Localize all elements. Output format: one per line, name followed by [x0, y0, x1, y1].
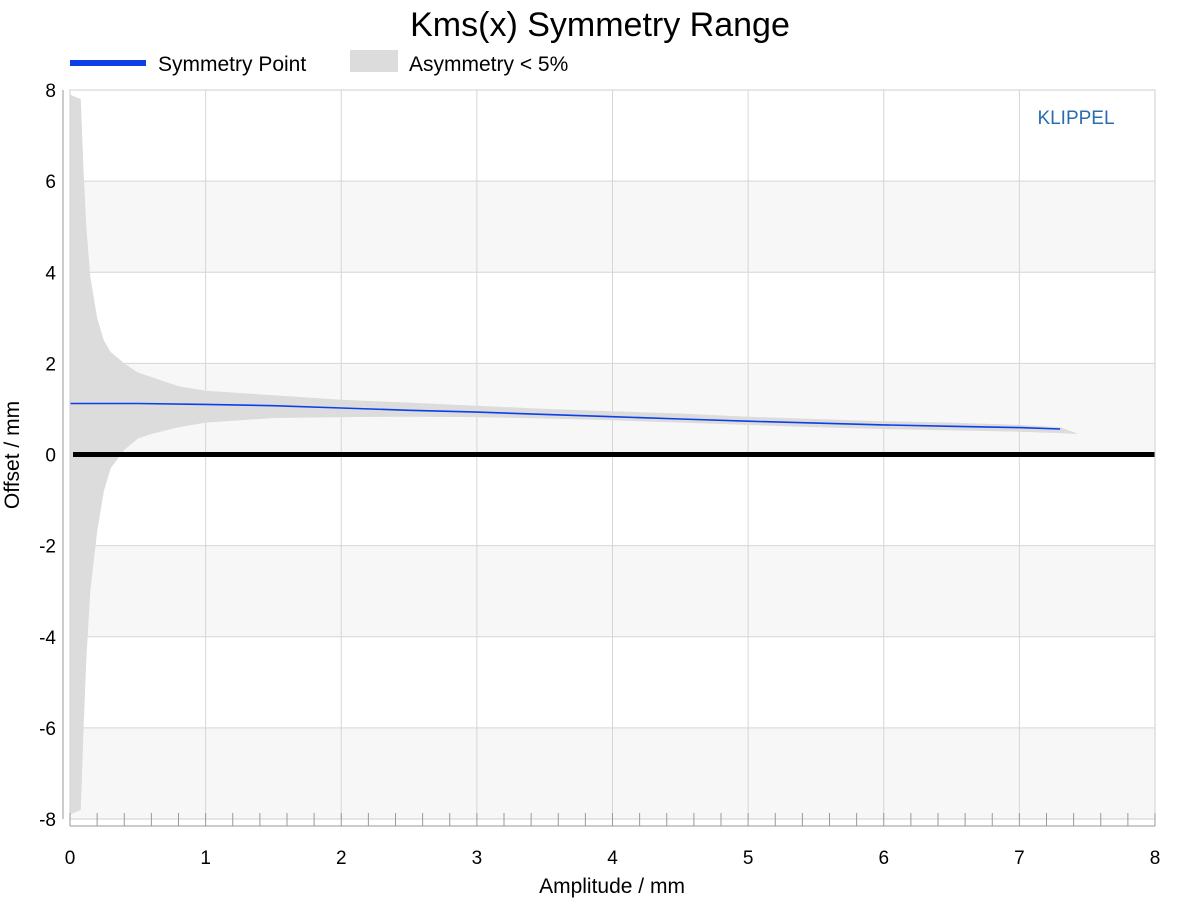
x-tick-label: 4: [607, 848, 618, 869]
x-tick-label: 6: [878, 848, 889, 869]
x-tick-label: 2: [336, 848, 347, 869]
x-tick-label: 8: [1150, 848, 1161, 869]
chart-title: Kms(x) Symmetry Range: [410, 6, 790, 44]
symmetry-point-line: [70, 402, 1061, 430]
klippel-watermark: KLIPPEL: [1037, 108, 1114, 129]
y-tick-label: -2: [39, 537, 56, 558]
legend: Symmetry Point Asymmetry < 5%: [70, 50, 568, 76]
y-axis-label: Offset / mm: [1, 401, 24, 509]
legend-label-symmetry-point: Symmetry Point: [158, 53, 306, 76]
legend-swatch-asymmetry: [350, 50, 398, 72]
y-tick-label: 6: [45, 172, 56, 193]
y-tick-label: 2: [45, 354, 56, 375]
plot-area: 0 1 2 3 4 5 6 7 8 8 6 4 2 0 -2 -4 -6 -8: [39, 81, 1160, 869]
y-tick-label: 4: [45, 263, 56, 284]
legend-label-asymmetry: Asymmetry < 5%: [409, 53, 568, 76]
y-tick-label: 0: [45, 446, 56, 467]
y-tick-label: -6: [39, 719, 56, 740]
x-tick-label: 5: [743, 848, 754, 869]
x-tick-label: 7: [1014, 848, 1025, 869]
x-axis-label: Amplitude / mm: [539, 875, 685, 898]
legend-swatch-symmetry-point: [70, 60, 146, 66]
y-tick-label: 8: [45, 81, 56, 102]
y-tick-label: -8: [39, 810, 56, 831]
y-tick-label: -4: [39, 628, 56, 649]
x-tick-label: 1: [200, 848, 211, 869]
x-tick-label: 3: [472, 848, 483, 869]
x-tick-label: 0: [65, 848, 76, 869]
